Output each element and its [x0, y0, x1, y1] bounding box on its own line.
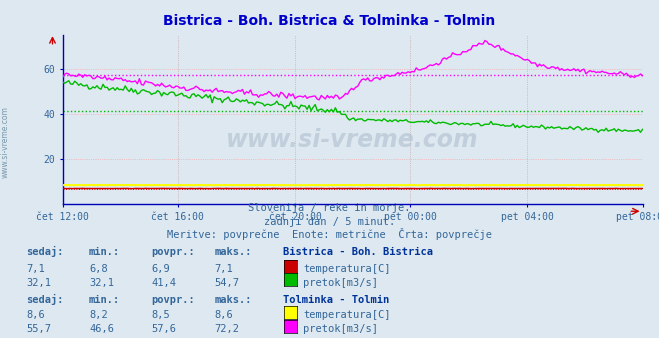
- Text: sedaj:: sedaj:: [26, 246, 64, 257]
- Text: 32,1: 32,1: [89, 277, 114, 288]
- Text: zadnji dan / 5 minut.: zadnji dan / 5 minut.: [264, 217, 395, 227]
- Text: min.:: min.:: [89, 247, 120, 257]
- Text: 8,6: 8,6: [214, 310, 233, 320]
- Text: sedaj:: sedaj:: [26, 293, 64, 305]
- Text: 6,8: 6,8: [89, 264, 107, 274]
- Text: temperatura[C]: temperatura[C]: [303, 264, 391, 274]
- Text: 8,2: 8,2: [89, 310, 107, 320]
- Text: 8,5: 8,5: [152, 310, 170, 320]
- Text: 54,7: 54,7: [214, 277, 239, 288]
- Text: povpr.:: povpr.:: [152, 247, 195, 257]
- Text: min.:: min.:: [89, 294, 120, 305]
- Text: 57,6: 57,6: [152, 324, 177, 334]
- Text: 46,6: 46,6: [89, 324, 114, 334]
- Text: www.si-vreme.com: www.si-vreme.com: [1, 106, 10, 178]
- Text: 7,1: 7,1: [26, 264, 45, 274]
- Text: pretok[m3/s]: pretok[m3/s]: [303, 324, 378, 334]
- Text: Bistrica - Boh. Bistrica: Bistrica - Boh. Bistrica: [283, 247, 434, 257]
- Text: 8,6: 8,6: [26, 310, 45, 320]
- Text: 41,4: 41,4: [152, 277, 177, 288]
- Text: povpr.:: povpr.:: [152, 294, 195, 305]
- Text: Meritve: povprečne  Enote: metrične  Črta: povprečje: Meritve: povprečne Enote: metrične Črta:…: [167, 228, 492, 240]
- Text: maks.:: maks.:: [214, 247, 252, 257]
- Text: Slovenija / reke in morje.: Slovenija / reke in morje.: [248, 203, 411, 213]
- Text: pretok[m3/s]: pretok[m3/s]: [303, 277, 378, 288]
- Text: temperatura[C]: temperatura[C]: [303, 310, 391, 320]
- Text: 32,1: 32,1: [26, 277, 51, 288]
- Text: 7,1: 7,1: [214, 264, 233, 274]
- Text: www.si-vreme.com: www.si-vreme.com: [226, 128, 479, 152]
- Text: maks.:: maks.:: [214, 294, 252, 305]
- Text: 55,7: 55,7: [26, 324, 51, 334]
- Text: Tolminka - Tolmin: Tolminka - Tolmin: [283, 294, 389, 305]
- Text: 6,9: 6,9: [152, 264, 170, 274]
- Text: Bistrica - Boh. Bistrica & Tolminka - Tolmin: Bistrica - Boh. Bistrica & Tolminka - To…: [163, 14, 496, 27]
- Text: 72,2: 72,2: [214, 324, 239, 334]
